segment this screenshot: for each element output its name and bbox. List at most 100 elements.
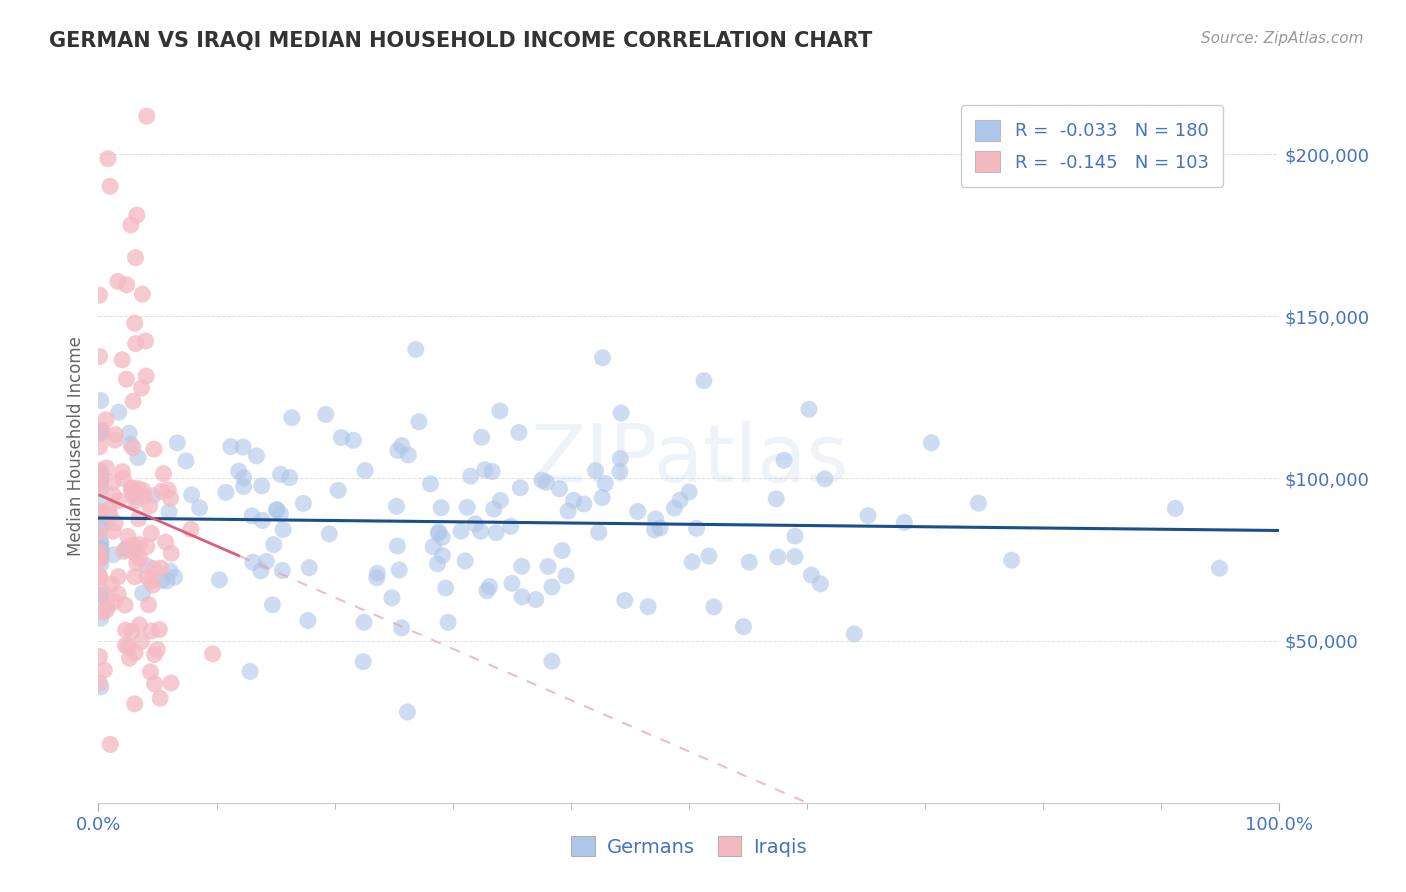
Point	[121, 481, 143, 495]
Point	[585, 464, 607, 478]
Point	[330, 431, 353, 445]
Point	[122, 538, 145, 552]
Point	[814, 472, 837, 486]
Point	[537, 559, 560, 574]
Point	[271, 523, 294, 537]
Point	[107, 569, 129, 583]
Point	[89, 649, 111, 664]
Point	[90, 551, 112, 566]
Point	[96, 461, 118, 475]
Point	[90, 548, 112, 562]
Point	[266, 503, 288, 517]
Point	[391, 439, 413, 453]
Point	[174, 454, 197, 468]
Point	[131, 287, 153, 301]
Point	[124, 490, 146, 504]
Point	[432, 530, 454, 544]
Y-axis label: Median Household Income: Median Household Income	[66, 336, 84, 556]
Point	[593, 476, 616, 491]
Point	[104, 433, 127, 447]
Point	[482, 502, 505, 516]
Point	[120, 437, 142, 451]
Point	[90, 475, 112, 490]
Point	[152, 467, 174, 481]
Point	[90, 423, 112, 437]
Point	[427, 526, 450, 541]
Point	[107, 493, 129, 508]
Point	[114, 598, 136, 612]
Point	[135, 558, 157, 573]
Point	[148, 623, 170, 637]
Point	[219, 440, 242, 454]
Point	[149, 691, 172, 706]
Point	[239, 665, 262, 679]
Point	[135, 109, 157, 123]
Point	[97, 152, 120, 166]
Point	[591, 491, 613, 505]
Point	[271, 564, 294, 578]
Point	[89, 350, 111, 364]
Point	[100, 577, 122, 591]
Point	[90, 589, 112, 603]
Point	[93, 663, 115, 677]
Point	[131, 634, 153, 648]
Point	[124, 697, 146, 711]
Point	[464, 516, 486, 531]
Point	[107, 587, 129, 601]
Point	[89, 570, 111, 584]
Point	[240, 508, 263, 523]
Point	[555, 569, 578, 583]
Point	[501, 576, 523, 591]
Point	[637, 599, 659, 614]
Point	[681, 555, 703, 569]
Point	[142, 578, 165, 592]
Point	[256, 554, 278, 568]
Point	[139, 665, 162, 679]
Point	[613, 593, 636, 607]
Point	[132, 483, 155, 498]
Point	[90, 467, 112, 482]
Point	[115, 277, 138, 292]
Point	[432, 549, 454, 563]
Point	[166, 435, 188, 450]
Point	[125, 556, 148, 570]
Point	[572, 497, 595, 511]
Point	[315, 408, 337, 422]
Point	[127, 482, 149, 496]
Point	[427, 524, 450, 539]
Point	[90, 542, 112, 557]
Point	[242, 555, 264, 569]
Point	[609, 451, 631, 466]
Point	[693, 374, 716, 388]
Point	[94, 412, 117, 426]
Point	[454, 554, 477, 568]
Point	[157, 505, 180, 519]
Point	[766, 549, 789, 564]
Point	[510, 590, 533, 604]
Point	[609, 465, 631, 479]
Point	[664, 501, 686, 516]
Point	[808, 576, 831, 591]
Point	[391, 621, 413, 635]
Point	[107, 275, 129, 289]
Point	[143, 442, 166, 456]
Point	[381, 591, 404, 605]
Point	[120, 481, 142, 495]
Point	[128, 618, 150, 632]
Point	[893, 516, 915, 530]
Point	[98, 502, 121, 516]
Point	[149, 561, 172, 575]
Point	[354, 464, 377, 478]
Point	[90, 680, 112, 694]
Point	[270, 507, 292, 521]
Point	[163, 570, 186, 584]
Point	[366, 566, 388, 581]
Point	[98, 508, 121, 523]
Point	[592, 351, 614, 365]
Point	[98, 738, 121, 752]
Point	[143, 677, 166, 691]
Point	[396, 705, 419, 719]
Point	[125, 546, 148, 560]
Point	[541, 654, 564, 668]
Point	[478, 580, 501, 594]
